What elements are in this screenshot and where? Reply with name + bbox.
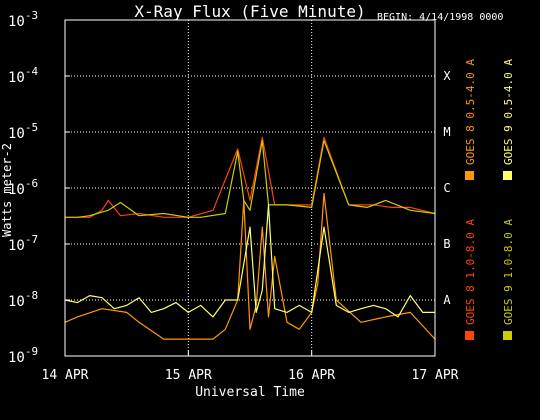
y-tick-label: 10-7	[8, 233, 38, 254]
y-tick-label: 10-9	[8, 345, 38, 366]
legend: GOES 8 1.0-8.0 A GOES 8 0.5-4.0 A GOES 9 1…	[464, 59, 515, 340]
legend-swatch	[503, 331, 512, 340]
flare-class-label: X	[443, 69, 451, 83]
x-tick-label: 15 APR	[165, 368, 212, 383]
y-tick-label: 10-5	[8, 121, 38, 142]
x-tick-label: 14 APR	[42, 368, 89, 383]
flare-class-label: C	[443, 181, 450, 195]
y-tick-labels: 10-3 10-4 10-5 10-6 10-7 10-8 10-9	[8, 9, 70, 366]
flare-class-label: B	[443, 237, 450, 251]
legend-label: GOES 9 0.5-4.0 A	[502, 59, 515, 165]
y-tick-label: 10-8	[8, 289, 38, 310]
legend-swatch	[465, 171, 474, 180]
x-axis-label: Universal Time	[195, 385, 305, 400]
y-tick-label: 10-6	[8, 177, 38, 198]
legend-swatch	[503, 171, 512, 180]
series-line	[64, 192, 436, 340]
flare-class-label: A	[443, 293, 451, 307]
flare-class-label: M	[443, 125, 450, 139]
x-tick-labels: 14 APR 15 APR 16 APR 17 APR	[42, 351, 459, 383]
x-tick-label: 16 APR	[288, 368, 335, 383]
grid-lines	[65, 20, 435, 356]
chart-title: X-Ray Flux (Five Minute)	[134, 2, 365, 21]
series-line	[64, 204, 435, 318]
series-layer	[64, 136, 436, 340]
begin-date-label: BEGIN: 4/14/1998 0000	[377, 12, 503, 23]
y-axis-label: Watts meter-2	[0, 143, 14, 237]
legend-label: GOES 8 0.5-4.0 A	[464, 59, 477, 165]
y-tick-label: 10-4	[8, 65, 38, 86]
legend-label: GOES 8 1.0-8.0 A	[464, 219, 477, 325]
series-line	[65, 136, 436, 218]
series-line	[65, 140, 436, 218]
flare-class-labels: X M C B A	[443, 69, 451, 307]
x-tick-label: 17 APR	[412, 368, 459, 383]
legend-swatch	[465, 331, 474, 340]
y-tick-label: 10-3	[8, 9, 38, 30]
legend-label: GOES 9 1.0-8.0 A	[502, 219, 515, 325]
